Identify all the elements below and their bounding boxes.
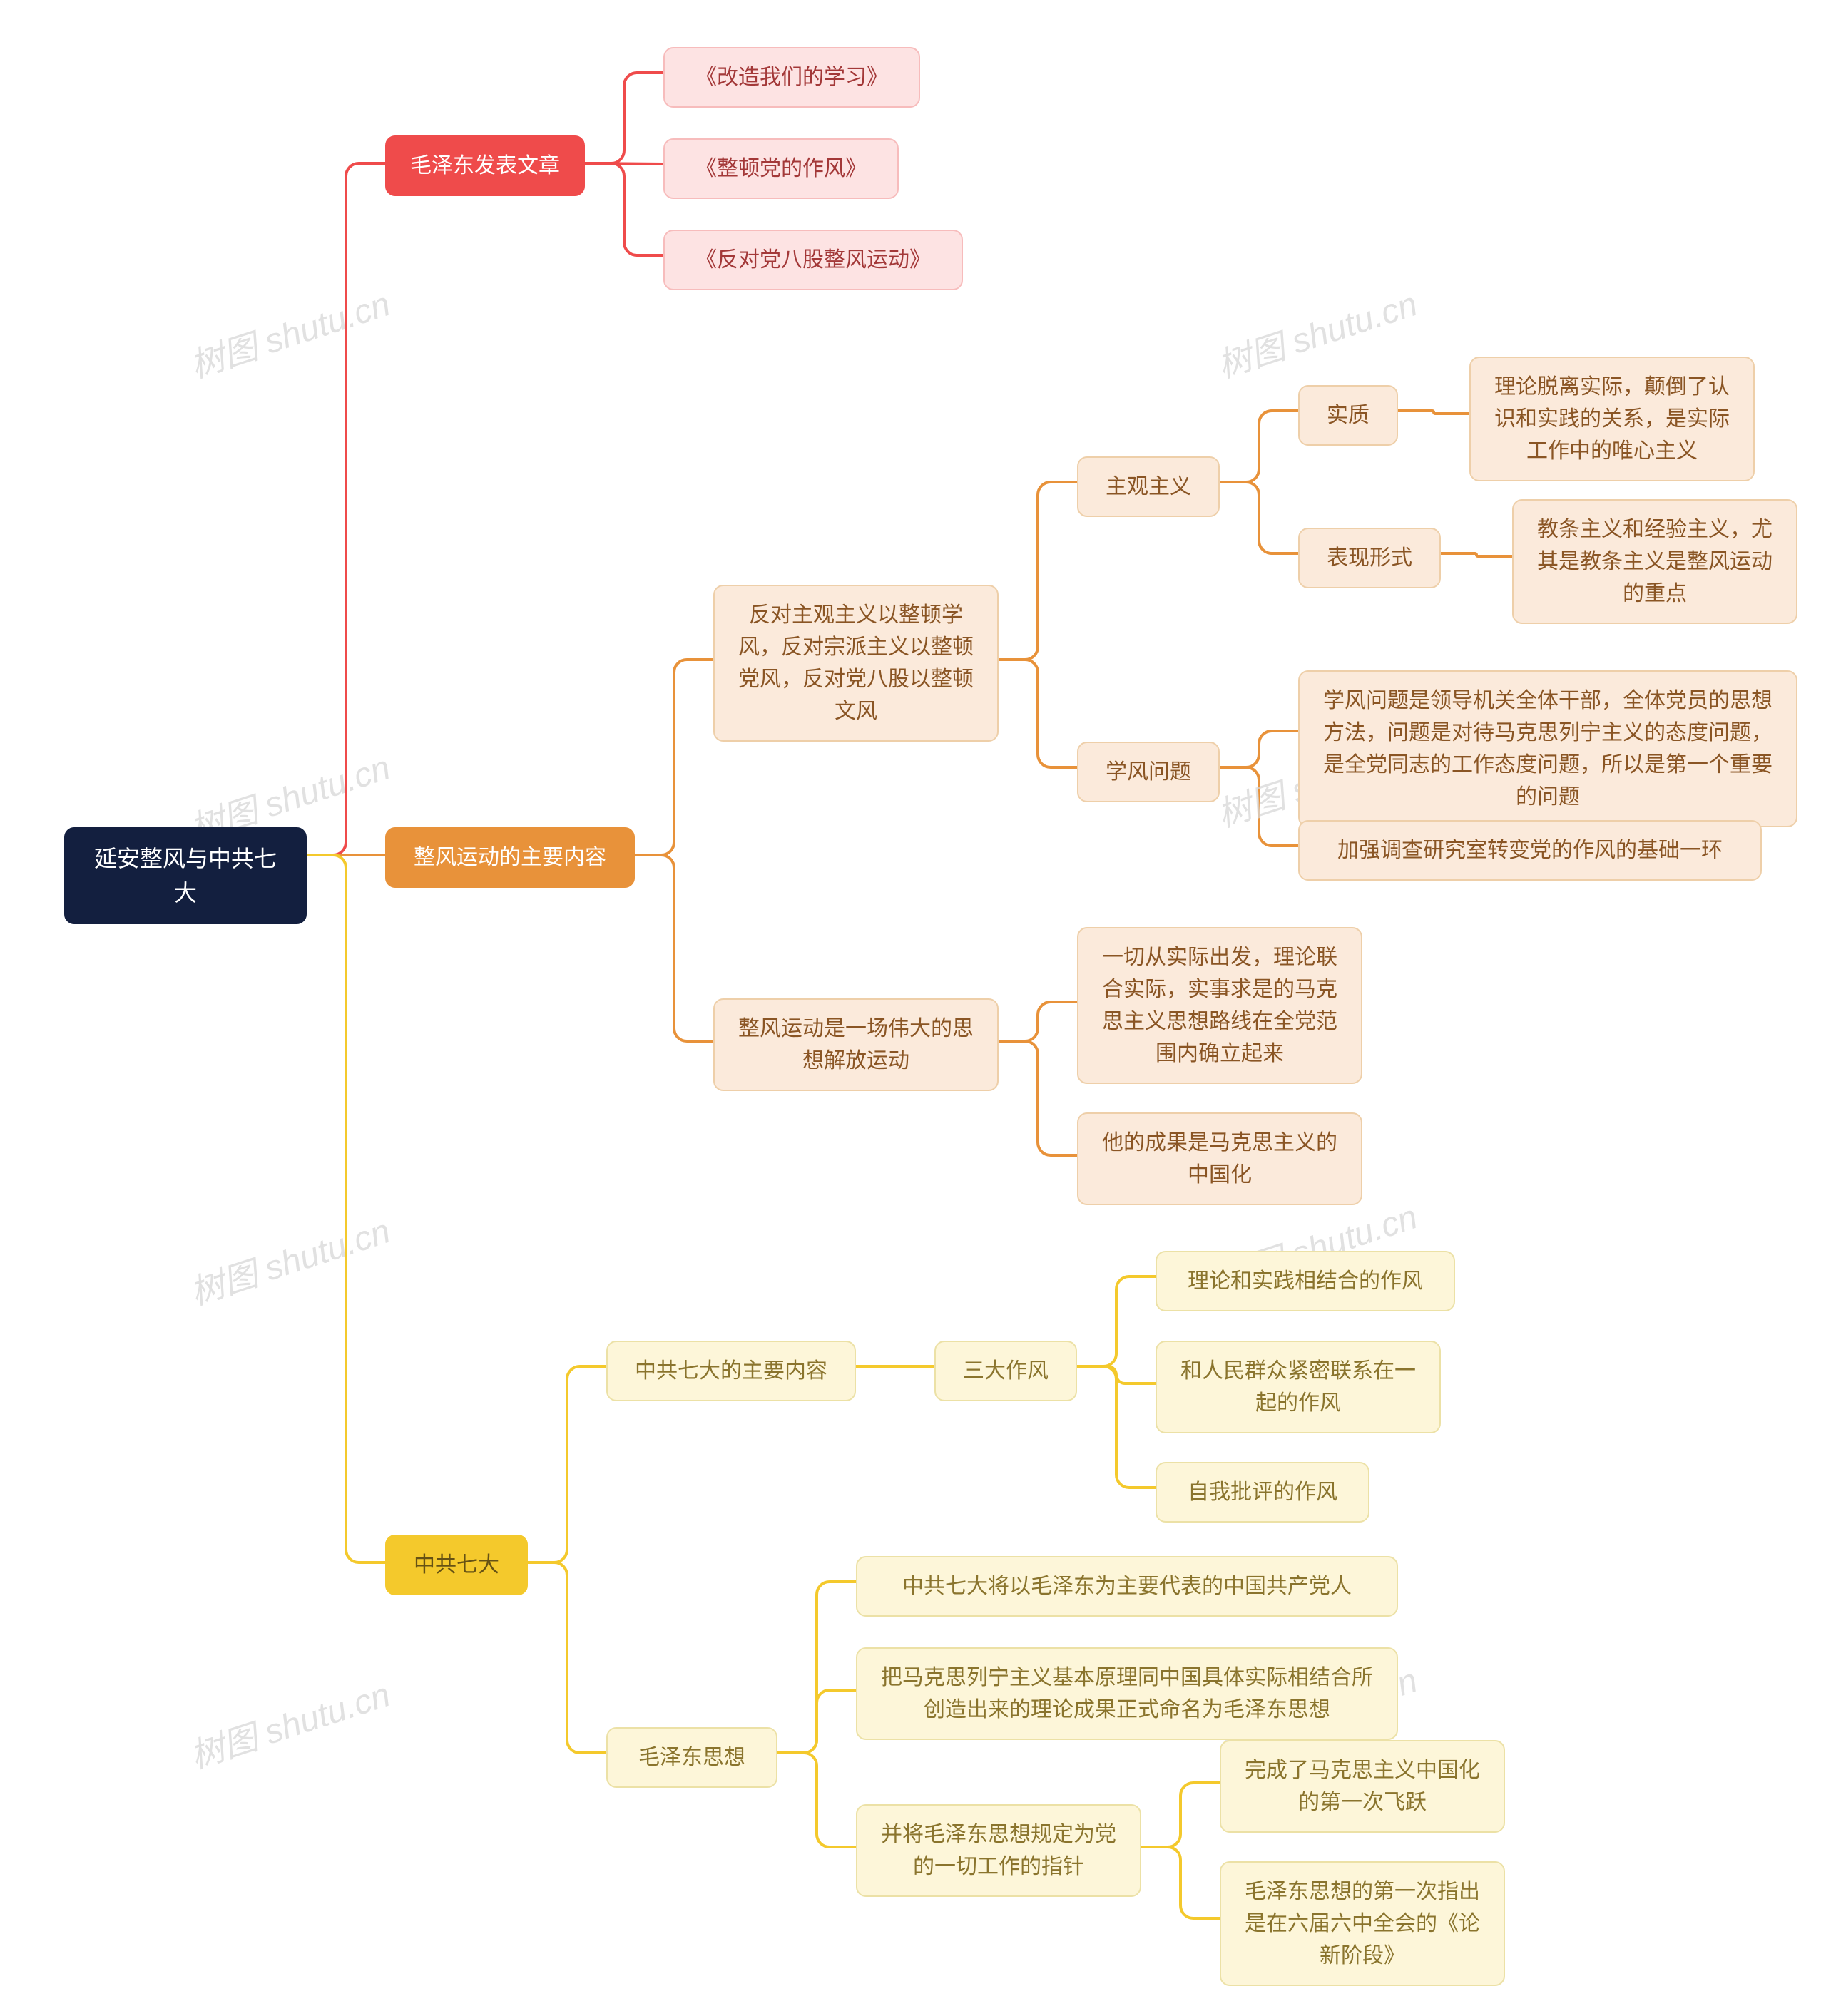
mindmap-canvas: 树图 shutu.cn 树图 shutu.cn 树图 shutu.cn 树图 shut… — [0, 0, 1826, 2016]
node-b2_1_2: 学风问题 — [1077, 742, 1220, 802]
watermark: 树图 shutu.cn — [183, 276, 395, 387]
node-b1_3: 《反对党八股整风运动》 — [663, 230, 963, 290]
node-b3_1_1_2: 和人民群众紧密联系在一起的作风 — [1156, 1341, 1441, 1433]
node-b3_2: 毛泽东思想 — [606, 1727, 777, 1788]
watermark: 树图 shutu.cn — [1210, 276, 1422, 387]
node-b2_1_1: 主观主义 — [1077, 456, 1220, 517]
node-b1: 毛泽东发表文章 — [385, 135, 585, 196]
node-b2_2_2: 他的成果是马克思主义的中国化 — [1077, 1112, 1362, 1205]
node-b2_1_1_1: 实质 — [1298, 385, 1398, 446]
node-b2_1_2_1: 学风问题是领导机关全体干部，全体党员的思想方法，问题是对待马克思列宁主义的态度问… — [1298, 670, 1797, 827]
node-b2_1_2_2: 加强调查研究室转变党的作风的基础一环 — [1298, 820, 1762, 881]
node-b2_2_1: 一切从实际出发，理论联合实际，实事求是的马克思主义思想路线在全党范围内确立起来 — [1077, 927, 1362, 1084]
node-b2_1_1_1d: 理论脱离实际，颠倒了认识和实践的关系，是实际工作中的唯心主义 — [1469, 357, 1755, 481]
node-b1_1: 《改造我们的学习》 — [663, 47, 920, 108]
node-b3_2_1: 中共七大将以毛泽东为主要代表的中国共产党人 — [856, 1556, 1398, 1617]
node-b2_1_1_2: 表现形式 — [1298, 528, 1441, 588]
node-b3: 中共七大 — [385, 1535, 528, 1595]
watermark: 树图 shutu.cn — [183, 1203, 395, 1314]
node-b3_1_1: 三大作风 — [934, 1341, 1077, 1401]
node-b3_2_3_1: 完成了马克思主义中国化的第一次飞跃 — [1220, 1740, 1505, 1833]
watermark: 树图 shutu.cn — [183, 1667, 395, 1778]
node-b3_2_3_2: 毛泽东思想的第一次指出是在六届六中全会的《论新阶段》 — [1220, 1861, 1505, 1986]
node-root: 延安整风与中共七大 — [64, 827, 307, 924]
node-b3_2_2: 把马克思列宁主义基本原理同中国具体实际相结合所创造出来的理论成果正式命名为毛泽东… — [856, 1647, 1398, 1740]
node-b1_2: 《整顿党的作风》 — [663, 138, 899, 199]
node-b2_1_1_2d: 教条主义和经验主义，尤其是教条主义是整风运动的重点 — [1512, 499, 1797, 624]
node-b3_1: 中共七大的主要内容 — [606, 1341, 856, 1401]
node-b3_1_1_3: 自我批评的作风 — [1156, 1462, 1370, 1523]
node-b2_1: 反对主观主义以整顿学风，反对宗派主义以整顿党风，反对党八股以整顿文风 — [713, 585, 999, 742]
node-b2: 整风运动的主要内容 — [385, 827, 635, 888]
node-b2_2: 整风运动是一场伟大的思想解放运动 — [713, 998, 999, 1091]
node-b3_2_3: 并将毛泽东思想规定为党的一切工作的指针 — [856, 1804, 1141, 1897]
node-b3_1_1_1: 理论和实践相结合的作风 — [1156, 1251, 1455, 1311]
